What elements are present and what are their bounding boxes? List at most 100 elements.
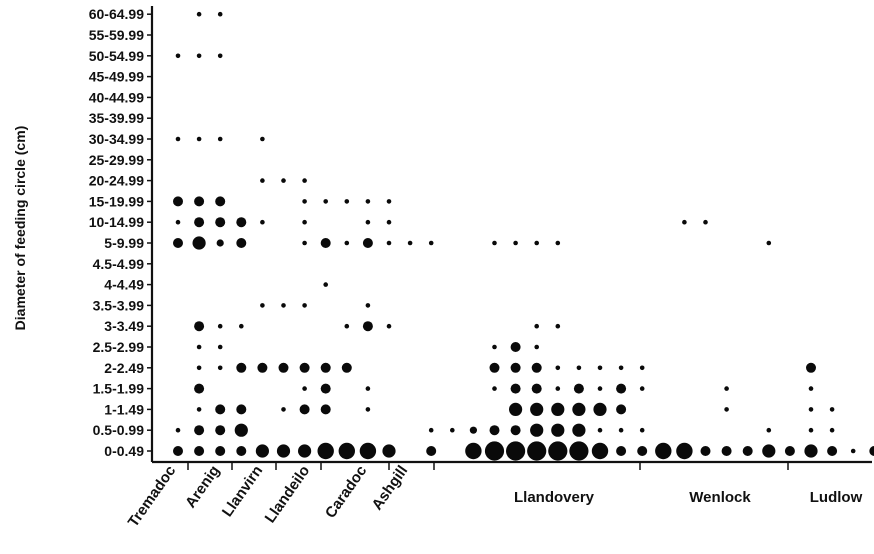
data-point [344, 323, 350, 329]
data-point [257, 362, 268, 373]
data-point [700, 446, 711, 456]
data-point [302, 199, 307, 204]
period-label-llandovery: Llandovery [514, 489, 595, 506]
data-point [386, 219, 392, 225]
data-point [323, 282, 329, 287]
data-point [281, 407, 286, 412]
data-point [175, 219, 181, 225]
data-point [215, 425, 226, 436]
data-point [530, 423, 544, 437]
data-point [320, 383, 331, 394]
data-point [742, 446, 753, 456]
data-point [382, 444, 396, 458]
data-point [234, 423, 248, 437]
data-point [655, 442, 672, 460]
data-point [618, 365, 624, 371]
y-tick-label: 35-39.99 [89, 110, 144, 126]
y-tick-label: 60-64.99 [89, 6, 144, 22]
data-point [215, 217, 226, 228]
data-point [766, 240, 772, 246]
data-point [505, 441, 526, 461]
data-point [806, 362, 816, 373]
data-point [216, 239, 224, 247]
data-point [639, 365, 645, 371]
data-point [236, 446, 247, 456]
data-point [320, 404, 331, 415]
data-point [804, 444, 818, 458]
data-point [320, 362, 331, 373]
data-point [194, 446, 205, 456]
data-point [808, 386, 814, 391]
y-tick-label: 0-0.49 [104, 443, 144, 459]
data-point [194, 321, 205, 332]
data-point [573, 383, 584, 394]
data-point [192, 236, 206, 250]
data-point [569, 441, 589, 461]
period-label-tremadoc: Tremadoc [125, 463, 180, 531]
data-point [196, 407, 202, 412]
data-point [513, 240, 518, 246]
data-point [721, 446, 732, 456]
data-point [591, 442, 609, 460]
y-tick-label: 4-4.49 [104, 277, 144, 293]
data-point [302, 303, 307, 308]
data-point [551, 423, 565, 437]
data-point [344, 199, 350, 204]
data-point [194, 196, 205, 207]
data-point [359, 442, 377, 460]
data-point [510, 383, 521, 394]
data-point [784, 446, 795, 456]
data-point [215, 446, 226, 456]
data-point [555, 365, 561, 371]
y-tick-label: 15-19.99 [89, 193, 144, 209]
data-point [260, 303, 265, 308]
data-point [676, 442, 693, 460]
data-point [217, 323, 223, 329]
data-point [616, 446, 627, 456]
data-point [194, 383, 205, 394]
y-tick-label: 1.5-1.99 [93, 381, 145, 397]
data-point [724, 386, 729, 391]
data-point [489, 362, 500, 373]
data-point [217, 136, 223, 142]
data-point [236, 362, 247, 373]
data-point [320, 238, 331, 248]
data-point [260, 219, 265, 225]
data-point [808, 407, 814, 412]
data-point [217, 11, 223, 17]
data-point [484, 441, 505, 461]
data-point [829, 427, 835, 433]
data-point [534, 344, 539, 350]
y-tick-label: 2-2.49 [104, 360, 144, 376]
data-point [618, 427, 624, 433]
y-tick-label: 1-1.49 [104, 401, 144, 417]
data-point [173, 196, 183, 207]
data-point [344, 240, 350, 246]
data-point [548, 441, 568, 461]
y-axis-title: Diameter of feeding circle (cm) [12, 126, 28, 331]
period-label-ashgill: Ashgill [369, 463, 412, 514]
data-point [255, 444, 269, 458]
data-point [428, 427, 434, 433]
data-point [175, 53, 181, 59]
data-point [593, 402, 607, 416]
data-point [217, 53, 223, 59]
data-point [492, 344, 497, 350]
data-point [299, 362, 310, 373]
data-point [260, 136, 265, 142]
data-point [869, 446, 874, 456]
data-point [428, 240, 434, 246]
data-point [196, 11, 202, 17]
data-point [239, 323, 244, 329]
data-point [175, 427, 181, 433]
data-point [762, 444, 776, 458]
data-point [850, 448, 856, 454]
data-point [510, 362, 521, 373]
data-point [508, 402, 523, 416]
data-point [639, 386, 645, 391]
data-point [469, 426, 477, 434]
data-point [386, 240, 392, 246]
data-point [302, 386, 307, 391]
data-point [302, 219, 307, 225]
